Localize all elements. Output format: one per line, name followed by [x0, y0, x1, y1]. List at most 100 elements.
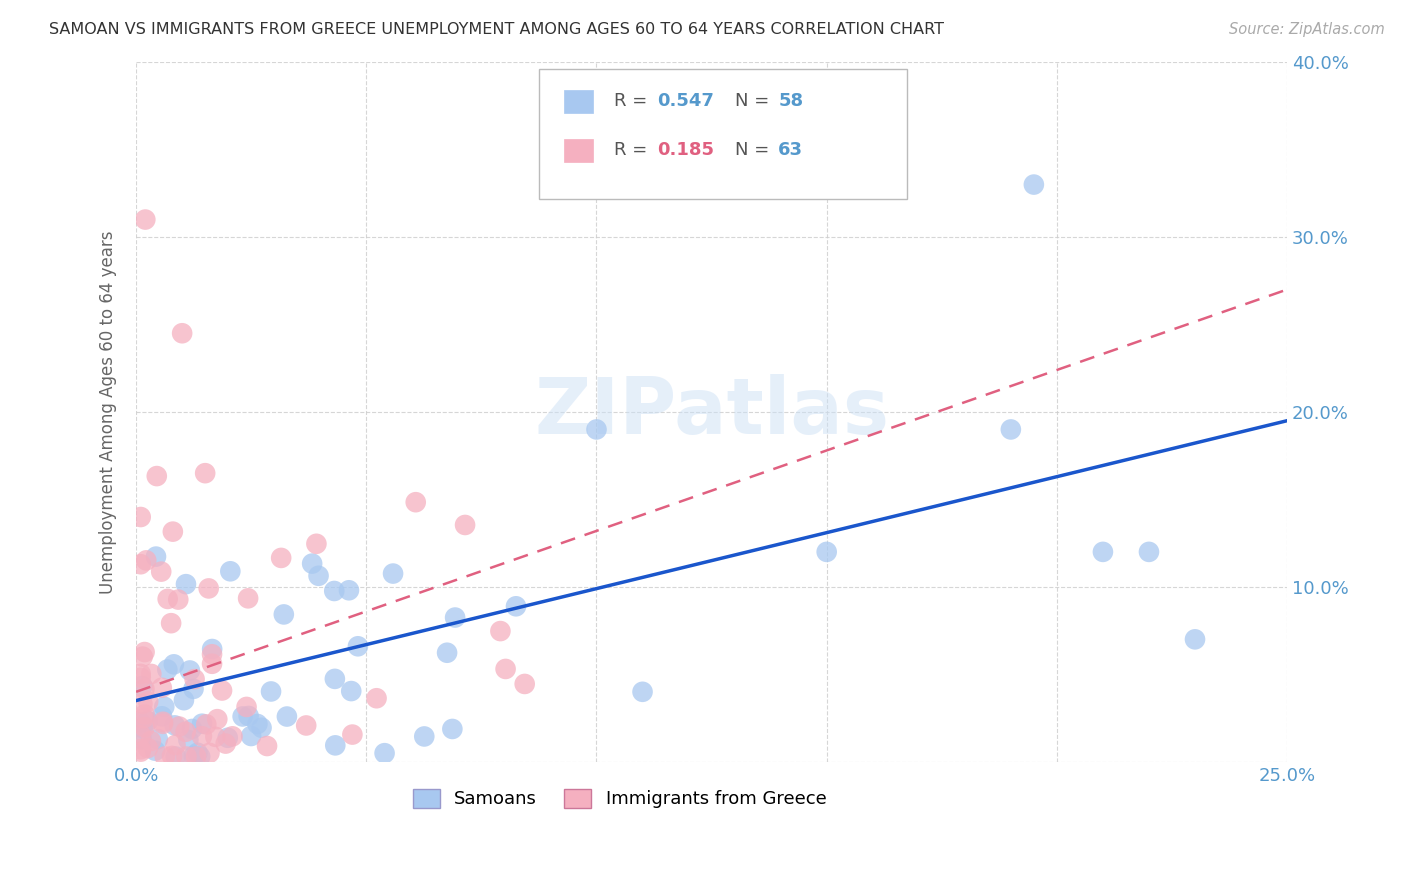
- Immigrants from Greece: [129, 671, 152, 685]
- Immigrants from Greece: [197, 582, 219, 596]
- Samoans: [444, 610, 467, 624]
- Samoans: [183, 748, 205, 763]
- Samoans: [131, 721, 153, 735]
- Samoans: [191, 716, 214, 731]
- Samoans: [374, 746, 396, 760]
- Immigrants from Greece: [184, 749, 207, 764]
- Immigrants from Greece: [305, 537, 328, 551]
- Immigrants from Greece: [141, 667, 163, 681]
- Text: ZIPatlas: ZIPatlas: [534, 374, 889, 450]
- Immigrants from Greece: [129, 728, 152, 742]
- Samoans: [201, 642, 224, 657]
- Samoans: [337, 583, 360, 598]
- Immigrants from Greece: [270, 550, 292, 565]
- Samoans: [323, 584, 346, 599]
- Immigrants from Greece: [134, 707, 156, 722]
- Immigrants from Greece: [489, 624, 512, 638]
- Immigrants from Greece: [150, 681, 173, 695]
- Immigrants from Greece: [256, 739, 278, 753]
- Samoans: [183, 681, 205, 696]
- Samoans: [232, 709, 254, 723]
- Immigrants from Greece: [167, 592, 190, 607]
- Samoans: [129, 715, 152, 730]
- Text: R =: R =: [614, 92, 652, 110]
- Samoans: [150, 709, 173, 723]
- Samoans: [165, 749, 187, 764]
- Samoans: [260, 684, 283, 698]
- Immigrants from Greece: [295, 718, 318, 732]
- Samoans: [441, 722, 464, 736]
- Text: N =: N =: [734, 141, 775, 159]
- Samoans: [131, 679, 153, 693]
- Immigrants from Greece: [194, 466, 217, 480]
- Samoans: [323, 672, 346, 686]
- Immigrants from Greece: [129, 558, 152, 572]
- Immigrants from Greece: [134, 212, 156, 227]
- Text: N =: N =: [734, 92, 775, 110]
- Legend: Samoans, Immigrants from Greece: Samoans, Immigrants from Greece: [405, 782, 834, 815]
- Text: 63: 63: [779, 141, 803, 159]
- Samoans: [585, 422, 607, 436]
- Immigrants from Greece: [405, 495, 427, 509]
- Immigrants from Greece: [167, 720, 190, 734]
- Immigrants from Greece: [162, 524, 184, 539]
- Samoans: [136, 714, 159, 728]
- Samoans: [181, 722, 204, 736]
- Immigrants from Greece: [201, 657, 224, 671]
- Immigrants from Greece: [153, 749, 176, 764]
- Immigrants from Greece: [150, 565, 173, 579]
- Immigrants from Greece: [152, 716, 174, 731]
- Samoans: [131, 732, 153, 747]
- Samoans: [188, 749, 211, 764]
- Immigrants from Greece: [191, 729, 214, 743]
- Samoans: [186, 746, 208, 760]
- FancyBboxPatch shape: [538, 70, 907, 199]
- Immigrants from Greece: [366, 691, 388, 706]
- Samoans: [163, 657, 186, 672]
- Text: 0.185: 0.185: [658, 141, 714, 159]
- Samoans: [145, 549, 167, 564]
- Immigrants from Greece: [513, 677, 536, 691]
- Samoans: [179, 664, 201, 678]
- Samoans: [1022, 178, 1045, 192]
- Samoans: [323, 739, 346, 753]
- Samoans: [301, 557, 323, 571]
- Immigrants from Greece: [129, 742, 152, 756]
- Samoans: [815, 545, 838, 559]
- Samoans: [631, 685, 654, 699]
- Samoans: [240, 729, 263, 743]
- Samoans: [1184, 632, 1206, 647]
- Immigrants from Greece: [195, 717, 218, 731]
- Y-axis label: Unemployment Among Ages 60 to 64 years: Unemployment Among Ages 60 to 64 years: [100, 230, 117, 594]
- Immigrants from Greece: [160, 748, 183, 763]
- Immigrants from Greece: [134, 720, 156, 734]
- Immigrants from Greece: [207, 712, 229, 726]
- Immigrants from Greece: [201, 647, 224, 661]
- Text: Source: ZipAtlas.com: Source: ZipAtlas.com: [1229, 22, 1385, 37]
- Immigrants from Greece: [129, 745, 152, 759]
- Samoans: [276, 709, 298, 723]
- Text: 0.547: 0.547: [658, 92, 714, 110]
- Samoans: [177, 732, 200, 747]
- Samoans: [246, 717, 269, 731]
- Text: SAMOAN VS IMMIGRANTS FROM GREECE UNEMPLOYMENT AMONG AGES 60 TO 64 YEARS CORRELAT: SAMOAN VS IMMIGRANTS FROM GREECE UNEMPLO…: [49, 22, 945, 37]
- Samoans: [1000, 422, 1022, 436]
- Samoans: [173, 693, 195, 707]
- Text: R =: R =: [614, 141, 652, 159]
- Samoans: [238, 709, 260, 723]
- Immigrants from Greece: [156, 591, 179, 606]
- Samoans: [174, 577, 197, 591]
- Samoans: [436, 646, 458, 660]
- FancyBboxPatch shape: [564, 90, 593, 113]
- Immigrants from Greece: [152, 714, 174, 729]
- Immigrants from Greece: [129, 510, 152, 524]
- Immigrants from Greece: [176, 749, 198, 764]
- Samoans: [273, 607, 295, 622]
- Immigrants from Greece: [454, 518, 477, 533]
- Samoans: [1137, 545, 1160, 559]
- Samoans: [250, 721, 273, 735]
- FancyBboxPatch shape: [564, 139, 593, 162]
- Samoans: [163, 718, 186, 732]
- Immigrants from Greece: [221, 729, 243, 743]
- Immigrants from Greece: [165, 738, 187, 752]
